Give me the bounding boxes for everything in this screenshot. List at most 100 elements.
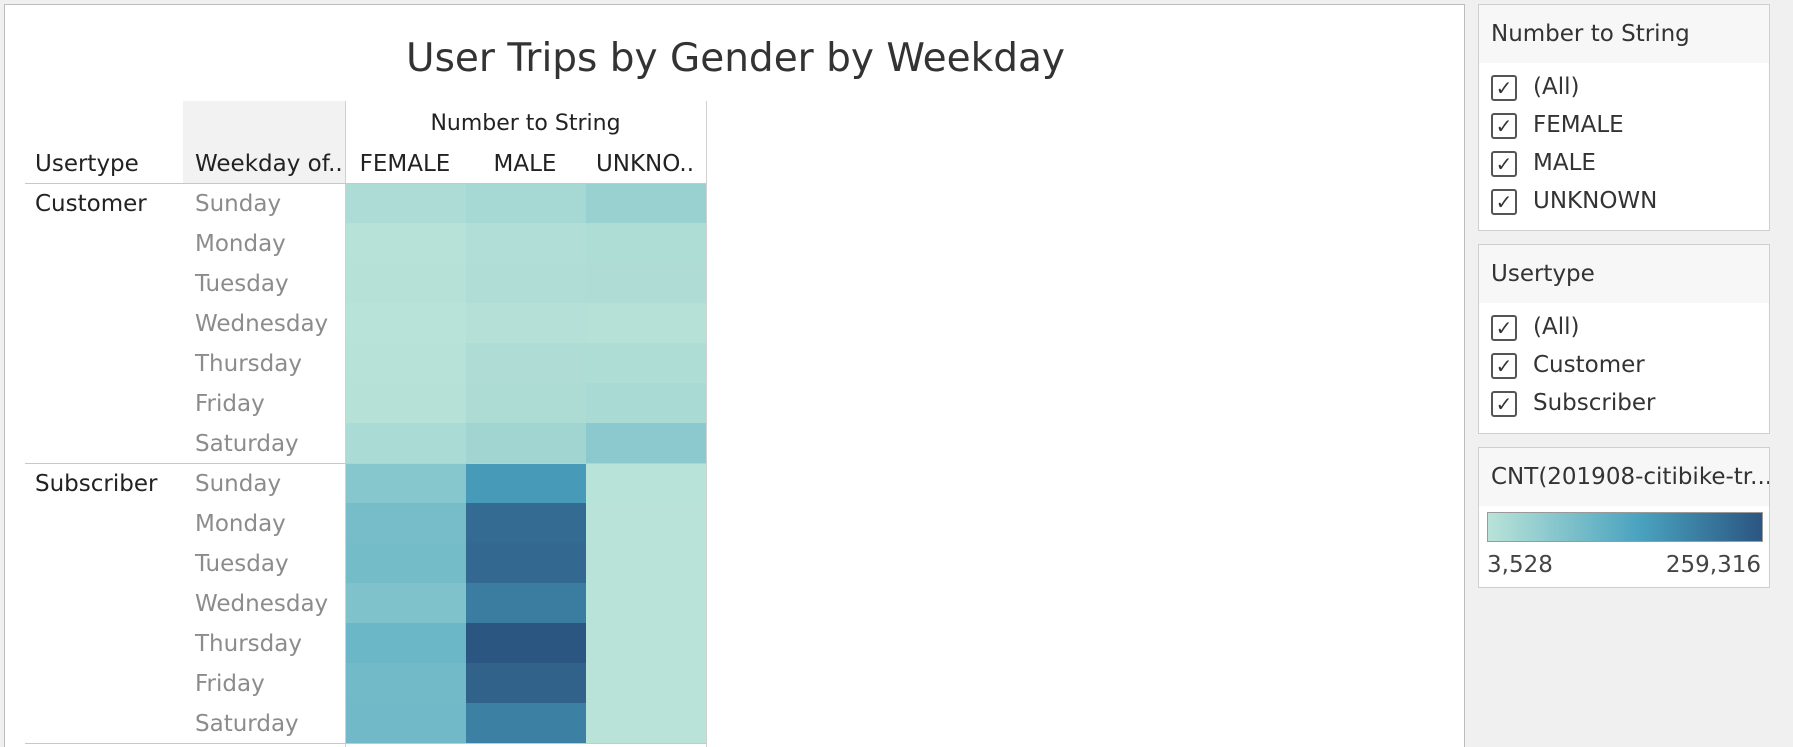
gender-filter-title: Number to String (1479, 5, 1769, 63)
weekday-label: Wednesday (195, 311, 329, 337)
filter-item[interactable]: ✓ FEMALE (1479, 109, 1769, 147)
weekday-label: Wednesday (195, 591, 329, 617)
filter-item-label: (All) (1533, 314, 1580, 340)
weekday-label: Sunday (195, 191, 282, 217)
heatmap-cell[interactable] (466, 343, 586, 383)
weekday-header-band (183, 101, 345, 183)
heatmap-cell[interactable] (586, 583, 706, 623)
filter-item-label: UNKNOWN (1533, 188, 1658, 214)
heatmap-cell[interactable] (346, 464, 466, 503)
heatmap-cell[interactable] (586, 303, 706, 343)
heatmap-cell[interactable] (586, 464, 706, 503)
color-legend-title: CNT(201908-citibike-tr... (1479, 448, 1769, 506)
filter-item[interactable]: ✓ (All) (1479, 71, 1769, 109)
heatmap-cell[interactable] (346, 543, 466, 583)
filter-item[interactable]: ✓ (All) (1479, 311, 1769, 349)
color-legend-max: 259,316 (1665, 552, 1761, 578)
column-header[interactable]: MALE (493, 151, 557, 177)
group-divider (25, 463, 707, 464)
weekday-label: Sunday (195, 471, 282, 497)
heatmap-cell[interactable] (586, 263, 706, 303)
filter-item[interactable]: ✓ Customer (1479, 349, 1769, 387)
heatmap-cell[interactable] (586, 623, 706, 663)
usertype-filter-title: Usertype (1479, 245, 1769, 303)
viz-title: User Trips by Gender by Weekday (406, 36, 1065, 81)
heatmap-cell[interactable] (466, 223, 586, 263)
checkbox-checked-icon[interactable]: ✓ (1491, 113, 1517, 139)
heatmap-cell[interactable] (346, 383, 466, 423)
column-dimension-header[interactable]: Number to String (430, 111, 621, 136)
weekday-label: Tuesday (195, 271, 289, 297)
heatmap-cell[interactable] (586, 423, 706, 463)
filter-item-label: Subscriber (1533, 390, 1656, 416)
heatmap-cell[interactable] (346, 663, 466, 703)
filter-item[interactable]: ✓ UNKNOWN (1479, 185, 1769, 223)
heatmap-cell[interactable] (586, 223, 706, 263)
heatmap-cell[interactable] (466, 303, 586, 343)
heatmap-cell[interactable] (466, 703, 586, 743)
filter-item-label: MALE (1533, 150, 1596, 176)
weekday-label: Monday (195, 231, 286, 257)
checkbox-checked-icon[interactable]: ✓ (1491, 315, 1517, 341)
weekday-label: Saturday (195, 711, 299, 737)
filter-item-label: (All) (1533, 74, 1580, 100)
weekday-label: Monday (195, 511, 286, 537)
heatmap-cell[interactable] (586, 543, 706, 583)
table-bottom-divider (25, 743, 707, 744)
heatmap-cell[interactable] (346, 303, 466, 343)
filter-item[interactable]: ✓ Subscriber (1479, 387, 1769, 425)
checkbox-checked-icon[interactable]: ✓ (1491, 353, 1517, 379)
heatmap-cell[interactable] (346, 343, 466, 383)
checkbox-checked-icon[interactable]: ✓ (1491, 75, 1517, 101)
filter-item[interactable]: ✓ MALE (1479, 147, 1769, 185)
heatmap-cell[interactable] (586, 383, 706, 423)
color-legend-min: 3,528 (1487, 552, 1553, 578)
heatmap-cell[interactable] (466, 623, 586, 663)
weekday-label: Thursday (195, 631, 302, 657)
heatmap-cell[interactable] (586, 343, 706, 383)
heatmap-cell[interactable] (346, 583, 466, 623)
weekday-label: Saturday (195, 431, 299, 457)
heatmap-cell[interactable] (586, 503, 706, 543)
heatmap-cell[interactable] (466, 263, 586, 303)
checkbox-checked-icon[interactable]: ✓ (1491, 151, 1517, 177)
heatmap-cell[interactable] (346, 423, 466, 463)
heatmap-cell[interactable] (346, 503, 466, 543)
heatmap-cell[interactable] (466, 663, 586, 703)
heatmap-cell[interactable] (346, 703, 466, 743)
heatmap-cell[interactable] (466, 583, 586, 623)
weekday-label: Thursday (195, 351, 302, 377)
heatmap-cell[interactable] (466, 423, 586, 463)
heatmap-cell[interactable] (346, 223, 466, 263)
heatmap-cell[interactable] (466, 464, 586, 503)
header-divider (25, 183, 707, 184)
color-legend-gradient (1487, 512, 1763, 542)
grid-divider (345, 101, 346, 747)
heatmap-cell[interactable] (346, 263, 466, 303)
color-legend-panel: CNT(201908-citibike-tr... 3,528 259,316 (1478, 447, 1770, 588)
group-label-subscriber: Subscriber (35, 471, 158, 497)
column-header[interactable]: FEMALE (359, 151, 451, 177)
heatmap-cell[interactable] (586, 184, 706, 223)
usertype-filter-panel: Usertype ✓ (All) ✓ Customer ✓ Subscriber (1478, 244, 1770, 434)
heatmap-cell[interactable] (466, 184, 586, 223)
filter-item-label: Customer (1533, 352, 1645, 378)
group-label-customer: Customer (35, 191, 147, 217)
heatmap-cell[interactable] (586, 703, 706, 743)
gender-filter-panel: Number to String ✓ (All) ✓ FEMALE ✓ MALE ✓ UNKN… (1478, 4, 1770, 231)
checkbox-checked-icon[interactable]: ✓ (1491, 189, 1517, 215)
heatmap-cell[interactable] (466, 503, 586, 543)
weekday-label: Friday (195, 391, 265, 417)
weekday-header[interactable]: Weekday of.. (195, 151, 343, 177)
usertype-header[interactable]: Usertype (35, 151, 139, 177)
heatmap-cell[interactable] (346, 623, 466, 663)
heatmap-cell[interactable] (586, 663, 706, 703)
viz-canvas: User Trips by Gender by Weekday Number t… (4, 4, 1465, 747)
heatmap-cell[interactable] (466, 383, 586, 423)
heatmap-cell[interactable] (346, 184, 466, 223)
heatmap-cell[interactable] (466, 543, 586, 583)
grid-divider (706, 101, 707, 747)
checkbox-checked-icon[interactable]: ✓ (1491, 391, 1517, 417)
weekday-label: Tuesday (195, 551, 289, 577)
column-header[interactable]: UNKNO.. (595, 151, 695, 177)
